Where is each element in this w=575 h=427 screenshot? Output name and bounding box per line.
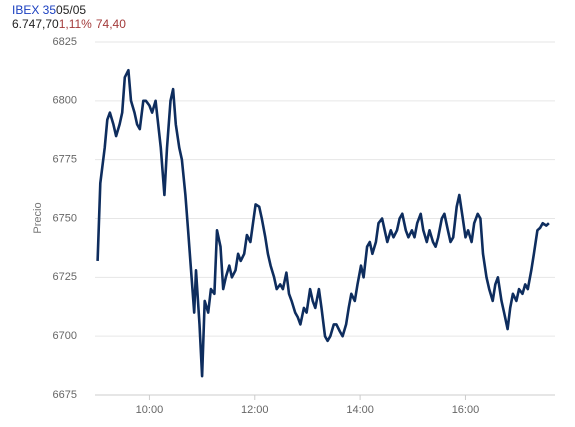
x-tick-label: 16:00 bbox=[452, 404, 480, 416]
x-tick-label: 12:00 bbox=[241, 404, 269, 416]
date: 05/05 bbox=[56, 3, 86, 17]
y-tick-label: 6800 bbox=[53, 95, 77, 107]
y-tick-label: 6725 bbox=[53, 271, 77, 283]
index-name: IBEX 35 bbox=[12, 3, 56, 17]
header-title: IBEX 3505/05 bbox=[12, 3, 86, 17]
header-quote: 6.747,701,11% 74,40 bbox=[12, 17, 126, 31]
y-tick-label: 6675 bbox=[53, 389, 77, 401]
y-tick-label: 6775 bbox=[53, 154, 77, 166]
price-line bbox=[96, 68, 550, 378]
change: 74,40 bbox=[96, 17, 126, 31]
x-tick-label: 10:00 bbox=[136, 404, 164, 416]
y-tick-label: 6825 bbox=[53, 36, 77, 48]
change-percent: 1,11% bbox=[59, 17, 92, 31]
y-axis-label: Precio bbox=[32, 202, 44, 233]
y-tick-label: 6750 bbox=[53, 212, 77, 224]
x-tick-label: 14:00 bbox=[346, 404, 374, 416]
price: 6.747,70 bbox=[12, 17, 59, 31]
y-tick-label: 6700 bbox=[53, 330, 77, 342]
